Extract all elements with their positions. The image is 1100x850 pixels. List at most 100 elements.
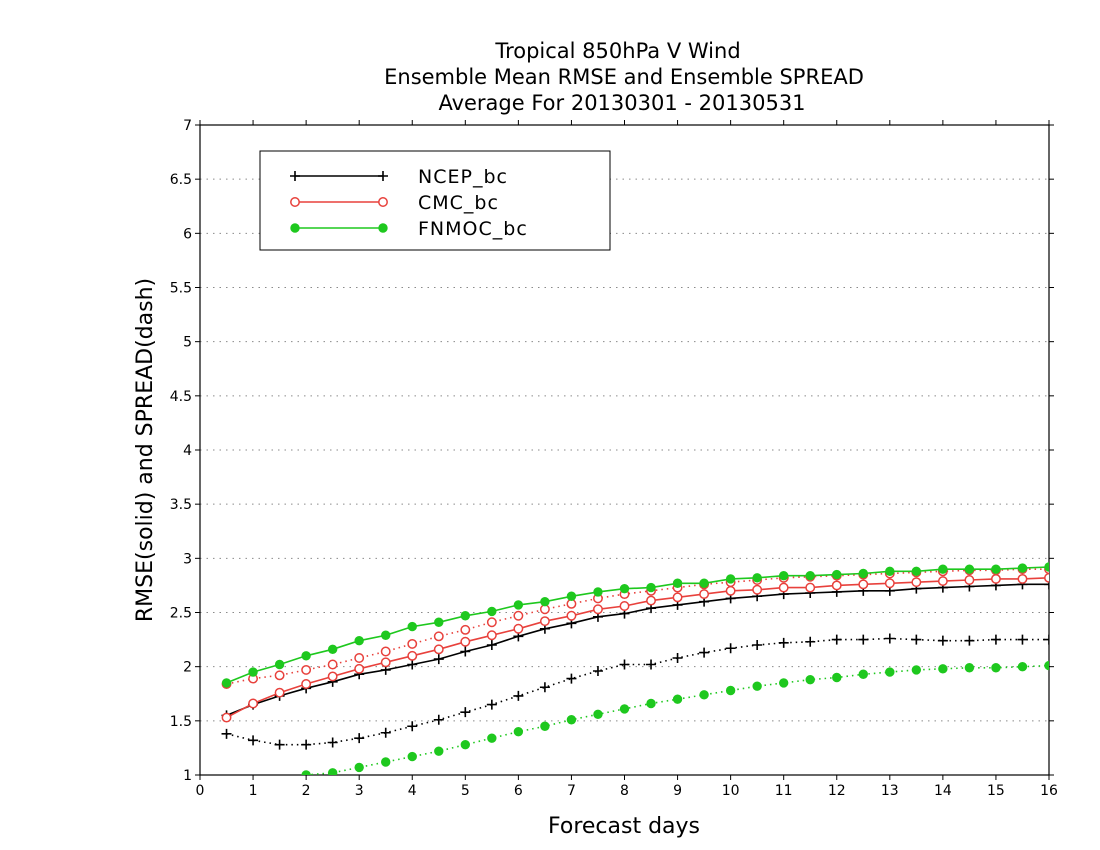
spread-point-ncep-bc — [327, 737, 338, 748]
spread-point-fnmoc-bc — [434, 746, 444, 756]
x-tick-label: 4 — [408, 783, 417, 799]
spread-point-ncep-bc — [301, 739, 312, 750]
y-tick-label: 4 — [183, 443, 192, 459]
rmse-point-cmc-bc — [380, 657, 391, 668]
legend: NCEP_bc CMC_bc FNMOC_bc — [259, 150, 611, 251]
rmse-point-cmc-bc — [460, 636, 471, 647]
rmse-point-fnmoc-bc — [301, 651, 311, 661]
rmse-point-cmc-bc — [884, 578, 895, 589]
legend-marker — [290, 171, 300, 181]
rmse-point-cmc-bc — [937, 576, 948, 587]
spread-point-cmc-bc — [513, 610, 524, 621]
spread-point-fnmoc-bc — [460, 739, 471, 750]
spread-point-fnmoc-bc — [1017, 661, 1028, 672]
x-tick-label: 3 — [355, 783, 364, 799]
rmse-point-fnmoc-bc — [221, 678, 232, 688]
rmse-point-cmc-bc — [486, 630, 497, 641]
spread-point-fnmoc-bc — [699, 690, 709, 700]
spread-point-ncep-bc — [831, 634, 842, 645]
rmse-point-cmc-bc — [566, 610, 577, 621]
spread-point-fnmoc-bc — [672, 694, 683, 704]
spread-point-fnmoc-bc — [752, 681, 762, 691]
rmse-point-fnmoc-bc — [593, 587, 603, 597]
spread-point-ncep-bc — [672, 653, 683, 663]
x-tick-label: 7 — [567, 783, 576, 799]
x-tick-label: 14 — [934, 783, 952, 799]
rmse-point-fnmoc-bc — [407, 621, 417, 632]
rmse-point-cmc-bc — [911, 577, 922, 588]
x-tick-label: 10 — [722, 783, 740, 799]
rmse-point-cmc-bc — [539, 616, 550, 627]
legend-marker — [378, 197, 388, 207]
rmse-point-fnmoc-bc — [805, 570, 815, 581]
spread-point-cmc-bc — [460, 624, 471, 635]
legend-item-ncep-bc: NCEP_bc — [290, 166, 507, 188]
rmse-point-cmc-bc — [354, 663, 365, 674]
legend-label: FNMOC_bc — [418, 218, 528, 240]
spread-point-fnmoc-bc — [911, 665, 922, 675]
x-tick-label: 0 — [196, 783, 205, 799]
spread-point-ncep-bc — [1017, 634, 1028, 645]
rmse-point-ncep-bc — [407, 659, 418, 670]
spread-point-fnmoc-bc — [327, 768, 338, 775]
chart-title: Tropical 850hPa V Wind Ensemble Mean RMS… — [384, 39, 864, 115]
rmse-point-cmc-bc — [407, 650, 418, 661]
spread-point-fnmoc-bc — [832, 672, 842, 683]
rmse-point-cmc-bc — [274, 687, 285, 698]
spread-point-ncep-bc — [646, 659, 657, 670]
y-tick-label: 5.5 — [170, 281, 192, 297]
rmse-point-cmc-bc — [699, 589, 710, 600]
x-tick-label: 9 — [673, 783, 682, 799]
y-tick-label: 1.5 — [170, 714, 192, 730]
spread-point-fnmoc-bc — [805, 674, 815, 685]
x-tick-label: 15 — [987, 783, 1005, 799]
rmse-point-fnmoc-bc — [487, 606, 497, 617]
spread-point-fnmoc-bc — [513, 726, 524, 737]
y-tick-label: 1 — [183, 768, 192, 784]
spread-point-ncep-bc — [699, 647, 710, 658]
rmse-point-fnmoc-bc — [858, 568, 868, 579]
x-tick-label: 2 — [302, 783, 311, 799]
rmse-point-fnmoc-bc — [991, 564, 1001, 574]
spread-point-ncep-bc — [911, 634, 922, 645]
spread-point-ncep-bc — [990, 634, 1001, 645]
spread-point-ncep-bc — [858, 634, 869, 645]
rmse-point-cmc-bc — [964, 575, 975, 585]
x-tick-label: 5 — [461, 783, 470, 799]
spread-point-ncep-bc — [248, 735, 259, 746]
rmse-point-fnmoc-bc — [434, 617, 444, 627]
spread-point-cmc-bc — [486, 617, 497, 628]
spread-point-ncep-bc — [274, 739, 285, 750]
chart-title-line-1: Tropical 850hPa V Wind — [494, 39, 740, 63]
rmse-point-fnmoc-bc — [354, 635, 364, 646]
spread-point-ncep-bc — [407, 721, 418, 732]
x-tick-label: 1 — [249, 783, 258, 799]
rmse-point-cmc-bc — [1044, 572, 1049, 583]
spread-point-fnmoc-bc — [354, 762, 364, 773]
series-ncep-bc — [221, 579, 1049, 750]
rmse-point-cmc-bc — [433, 644, 444, 655]
x-axis-ticks: 0 1 2 3 4 5 6 7 8 9 10 11 12 13 14 15 16 — [196, 120, 1058, 799]
legend-item-cmc-bc: CMC_bc — [290, 192, 498, 214]
rmse-point-fnmoc-bc — [911, 566, 922, 577]
y-tick-label: 2.5 — [170, 606, 192, 622]
y-tick-label: 3.5 — [170, 497, 192, 513]
series-layer — [221, 562, 1049, 775]
spread-point-ncep-bc — [486, 699, 497, 710]
rmse-point-cmc-bc — [619, 601, 630, 611]
spread-point-ncep-bc — [752, 640, 763, 650]
spread-point-ncep-bc — [937, 635, 948, 646]
spread-point-fnmoc-bc — [858, 669, 868, 679]
rmse-point-fnmoc-bc — [566, 591, 577, 601]
spread-point-fnmoc-bc — [593, 709, 603, 720]
rmse-point-fnmoc-bc — [778, 570, 789, 581]
rmse-point-fnmoc-bc — [938, 564, 948, 574]
x-axis-label: Forecast days — [548, 814, 700, 839]
rmse-point-fnmoc-bc — [672, 578, 683, 588]
spread-point-fnmoc-bc — [381, 757, 391, 767]
rmse-point-cmc-bc — [752, 584, 763, 595]
spread-point-fnmoc-bc — [885, 667, 895, 677]
y-axis-label: RMSE(solid) and SPREAD(dash) — [133, 278, 158, 622]
spread-point-ncep-bc — [433, 714, 444, 725]
